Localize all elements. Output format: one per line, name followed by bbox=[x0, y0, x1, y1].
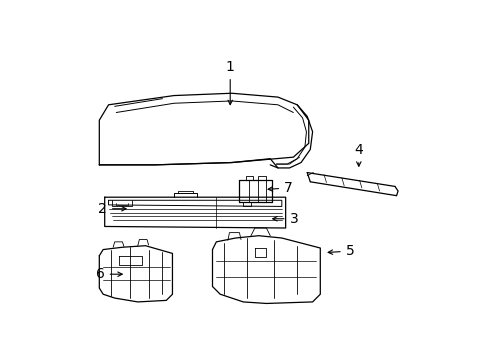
Text: 5: 5 bbox=[327, 244, 354, 258]
Text: 4: 4 bbox=[354, 143, 363, 166]
Text: 1: 1 bbox=[225, 60, 234, 105]
Text: 2: 2 bbox=[98, 202, 126, 216]
Text: 7: 7 bbox=[267, 181, 292, 195]
Text: 6: 6 bbox=[96, 267, 122, 281]
Text: 3: 3 bbox=[272, 212, 298, 226]
